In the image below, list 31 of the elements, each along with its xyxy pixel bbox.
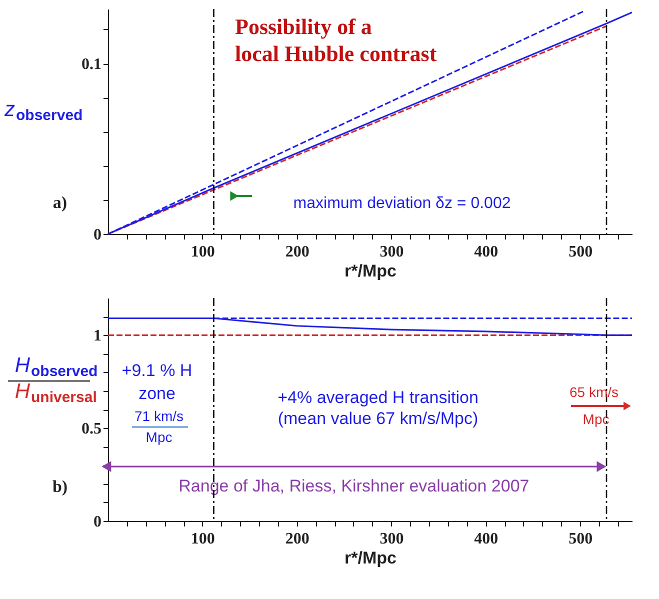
annotation: 71 km/s (134, 408, 184, 424)
annotation: 65 km/s (569, 384, 619, 400)
x-tick-label: 500 (568, 244, 593, 260)
y-tick-label: 0 (94, 514, 102, 530)
x-tick-label: 300 (380, 244, 404, 260)
x-tick-label: 500 (568, 530, 593, 548)
annotation: +9.1 % H (122, 361, 192, 380)
y-tick-label: 0.1 (82, 56, 102, 74)
x-tick-label: 400 (474, 530, 498, 548)
series-label: Range of Jha, Riess, Kirshner evaluation 2007 (178, 476, 530, 496)
x-tick-label: 100 (190, 530, 215, 548)
y-tick-label: 0 (94, 226, 102, 244)
annotation: +4% averaged H transition (278, 388, 478, 407)
annotation: zone (138, 384, 176, 403)
x-tick-label: 200 (285, 244, 310, 260)
x-tick-label: 200 (285, 530, 310, 548)
text: a) (52, 193, 68, 212)
x-tick-label: 100 (190, 244, 215, 260)
annotation: Mpc (582, 411, 610, 427)
x-tick-label: 400 (474, 244, 498, 260)
line-series (107, 317, 633, 336)
x-axis-title: r*/Mpc (344, 548, 396, 568)
annotation: maximum deviation δz = 0.002 (293, 195, 511, 212)
text: b) (52, 477, 68, 496)
text: Possibility of a local Hubble contrast (235, 14, 438, 66)
y-tick-label: 1 (94, 328, 102, 345)
annotation: Mpc (146, 429, 172, 445)
annotation: (mean value 67 km/s/Mpc) (278, 409, 478, 428)
x-axis-title: r*/Mpc (344, 262, 396, 280)
y-tick-label: 0.5 (82, 420, 102, 438)
x-tick-label: 300 (380, 530, 404, 548)
